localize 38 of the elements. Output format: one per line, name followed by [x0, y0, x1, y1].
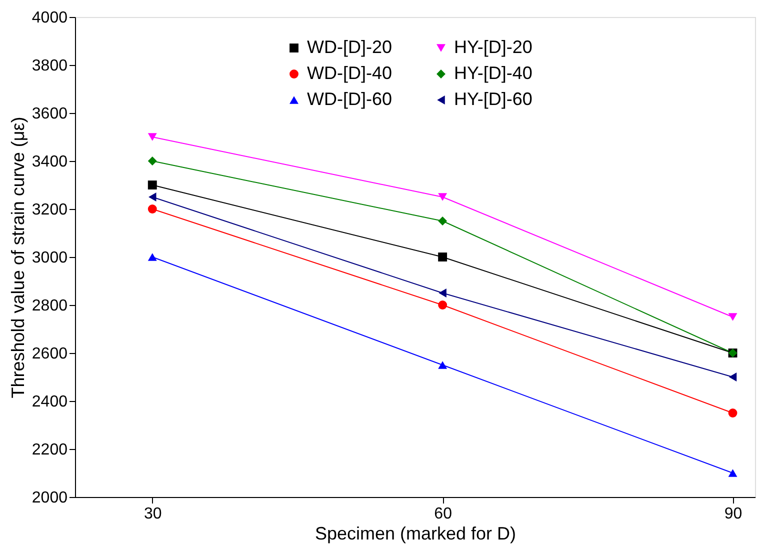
point — [728, 469, 738, 477]
point — [438, 193, 448, 201]
y-tick-label: 3800 — [32, 58, 68, 74]
y-tick-label: 3600 — [32, 106, 68, 122]
y-tick-label: 2200 — [32, 442, 68, 458]
legend-label: WD-[D]-40 — [307, 63, 392, 83]
point — [438, 361, 448, 369]
point — [438, 216, 448, 226]
y-tick-label: 2000 — [32, 490, 68, 506]
point — [728, 372, 737, 382]
legend-label: WD-[D]-60 — [307, 89, 392, 109]
point — [438, 300, 448, 310]
y-tick-label: 2600 — [32, 346, 68, 362]
legend-label: WD-[D]-20 — [307, 37, 392, 57]
point — [148, 156, 157, 166]
point — [728, 408, 738, 418]
point — [438, 252, 448, 262]
y-tick-label: 3200 — [32, 202, 68, 218]
y-tick-label: 3000 — [32, 250, 68, 266]
point — [148, 253, 157, 261]
y-tick-label: 3400 — [32, 154, 68, 170]
point — [148, 180, 157, 190]
x-axis-title: Specimen (marked for D) — [314, 524, 516, 544]
legend-label: HY-[D]-40 — [454, 63, 532, 83]
point — [148, 204, 157, 214]
y-tick-label: 2800 — [32, 298, 68, 314]
x-tick-label: 90 — [724, 506, 742, 522]
y-tick-label: 2400 — [32, 394, 68, 410]
legend-label: HY-[D]-20 — [454, 37, 532, 57]
y-axis-title: Threshold value of strain curve (με) — [8, 116, 28, 398]
point — [728, 313, 738, 321]
y-tick-label: 4000 — [32, 10, 68, 26]
legend-label: HY-[D]-60 — [454, 89, 532, 109]
point — [438, 288, 446, 298]
point — [148, 192, 156, 202]
x-tick-label: 30 — [144, 506, 162, 522]
x-tick-label: 60 — [434, 506, 452, 522]
point — [148, 133, 157, 141]
